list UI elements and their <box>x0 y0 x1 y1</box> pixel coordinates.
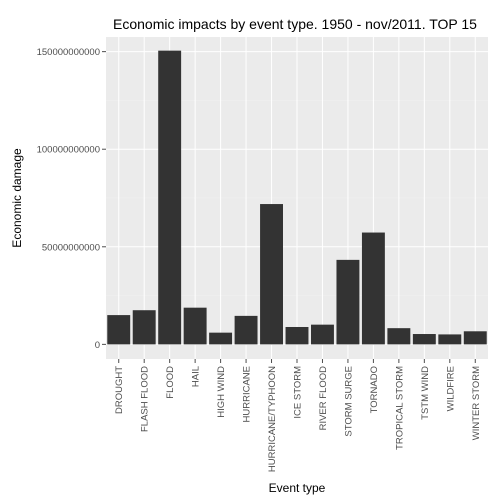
x-axis-ticks: DROUGHT FLASH FLOOD FLOOD HAIL HIGH WIND HURR… <box>114 359 482 472</box>
y-tick-label: 50000000000 <box>42 242 100 253</box>
x-tick-label: DROUGHT <box>114 366 125 414</box>
bar <box>183 307 207 345</box>
x-tick-label: RIVER FLOOD <box>318 366 329 431</box>
bar <box>285 326 309 345</box>
x-tick-label: WINTER STORM <box>471 366 482 440</box>
bar <box>132 310 156 345</box>
x-tick-label: TSTM WIND <box>420 366 431 420</box>
bar <box>463 331 487 345</box>
x-tick-label: TORNADO <box>369 366 380 413</box>
y-tick-label: 100000000000 <box>37 145 100 156</box>
x-tick-label: HURRICANE <box>242 366 253 422</box>
bars <box>107 50 487 345</box>
x-tick-label: ICE STORM <box>293 366 304 419</box>
x-tick-label: HURRICANE/TYPHOON <box>267 366 278 472</box>
bar <box>311 324 334 345</box>
x-tick-label: HAIL <box>191 366 202 387</box>
bar <box>107 315 131 345</box>
bar <box>336 259 360 345</box>
bar <box>387 328 411 345</box>
bar <box>260 204 283 345</box>
bar <box>158 50 182 345</box>
y-tick-label: 0 <box>95 340 100 351</box>
y-axis-title: Economic damage <box>10 148 24 248</box>
x-tick-label: STORM SURGE <box>343 366 354 437</box>
bar <box>361 232 385 345</box>
bar <box>412 334 436 345</box>
bar <box>234 315 258 345</box>
y-tick-label: 150000000000 <box>37 47 100 58</box>
x-tick-label: FLOOD <box>165 366 176 399</box>
x-tick-label: WILDFIRE <box>445 366 456 411</box>
bar <box>209 332 233 345</box>
x-tick-label: HIGH WIND <box>216 366 227 418</box>
chart-title: Economic impacts by event type. 1950 - n… <box>113 16 477 32</box>
x-tick-label: FLASH FLOOD <box>140 366 151 432</box>
bar <box>438 334 462 345</box>
y-axis-ticks: 0 50000000000 100000000000 150000000000 <box>37 47 106 351</box>
x-axis-title: Event type <box>269 481 326 495</box>
x-tick-label: TROPICAL STORM <box>394 366 405 450</box>
